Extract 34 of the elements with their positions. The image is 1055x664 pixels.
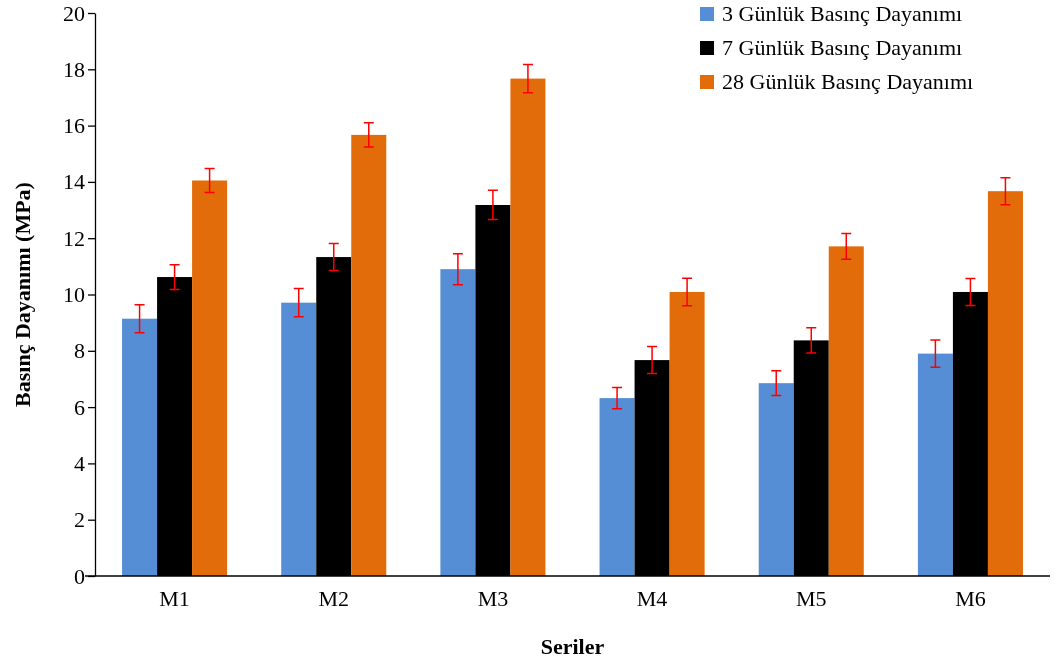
x-tick-label: M4 xyxy=(636,585,668,611)
y-tick-label: 10 xyxy=(63,282,85,308)
bar xyxy=(917,353,953,576)
bar xyxy=(987,191,1023,576)
y-tick-label: 14 xyxy=(63,169,85,195)
y-tick-label: 6 xyxy=(74,394,85,420)
x-tick-label: M1 xyxy=(159,585,190,611)
y-tick-label: 12 xyxy=(63,225,85,251)
legend-label: 7 Günlük Basınç Dayanımı xyxy=(722,35,963,60)
x-tick-label: M5 xyxy=(795,585,827,611)
y-tick-label: 20 xyxy=(63,0,85,26)
y-axis-title: Basınç Dayanımı (MPa) xyxy=(10,182,35,407)
bar xyxy=(440,269,476,576)
bar xyxy=(351,134,387,576)
legend-label: 3 Günlük Basınç Dayanımı xyxy=(722,1,963,26)
y-tick-label: 2 xyxy=(74,507,85,533)
y-tick-label: 16 xyxy=(63,113,85,139)
bar xyxy=(122,318,158,576)
x-tick-label: M3 xyxy=(477,585,509,611)
y-tick-label: 8 xyxy=(74,338,85,364)
bar xyxy=(192,180,228,576)
y-tick-label: 4 xyxy=(74,450,85,476)
y-tick-label: 18 xyxy=(63,56,85,82)
x-tick-label: M2 xyxy=(318,585,350,611)
bar xyxy=(758,383,794,576)
bar xyxy=(599,398,635,576)
x-axis-title: Seriler xyxy=(540,634,605,659)
x-tick-label: M6 xyxy=(955,585,986,611)
y-tick-label: 0 xyxy=(74,563,85,589)
bar xyxy=(828,246,864,576)
bar xyxy=(281,302,317,576)
bar xyxy=(510,78,546,576)
legend-label: 28 Günlük Basınç Dayanımı xyxy=(722,69,974,94)
bar xyxy=(669,291,705,576)
